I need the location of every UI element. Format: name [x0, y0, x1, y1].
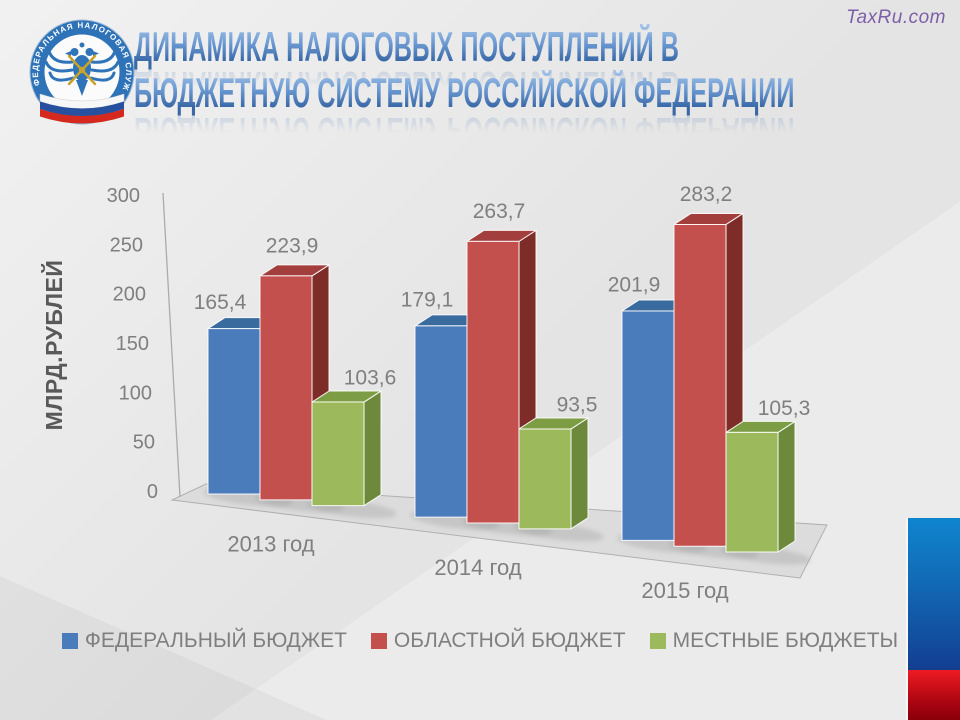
y-axis-title: МЛРД.РУБЛЕЙ: [40, 260, 67, 431]
eagle-icon: [44, 49, 120, 82]
bar-series0-cat1-front: [414, 325, 468, 518]
category-label: 2014 год: [434, 555, 521, 580]
category-label: 2015 год: [641, 578, 728, 603]
flag-blue-segment: [908, 518, 960, 670]
bar-series2-cat0-front: [311, 401, 365, 507]
bar-series2-cat0-side: [363, 390, 382, 507]
legend-item-federal-budget: ФЕДЕРАЛЬНЫЙ БЮДЖЕТ: [61, 629, 347, 653]
legend-item-regional-budget: ОБЛАСТНОЙ БЮДЖЕТ: [370, 629, 626, 653]
bar-series2-cat1-front: [518, 428, 572, 530]
bar-value-label: 103,6: [344, 367, 397, 390]
bar-value-label: 165,4: [194, 291, 247, 314]
legend-label-federal: ФЕДЕРАЛЬНЫЙ БЮДЖЕТ: [84, 629, 347, 652]
bar-series2-cat1-side: [570, 417, 589, 530]
bar-series2-cat2-front: [725, 431, 779, 553]
legend-swatch-regional: [370, 633, 387, 649]
legend-label-regional: ОБЛАСТНОЙ БЮДЖЕТ: [393, 629, 626, 652]
y-axis-line: [162, 192, 181, 498]
bar-value-label: 283,2: [680, 183, 733, 206]
y-tick-label: 300: [107, 185, 140, 207]
bar-series1-cat2-front: [673, 223, 727, 547]
y-tick-label: 50: [133, 432, 155, 454]
chart-legend: ФЕДЕРАЛЬНЫЙ БЮДЖЕТ ОБЛАСТНОЙ БЮДЖЕТ МЕСТ…: [0, 629, 960, 653]
flag-red-segment: [908, 670, 960, 720]
bar-value-label: 93,5: [557, 393, 598, 416]
bar-series1-cat0-front: [259, 275, 313, 501]
fns-logo: ФЕДЕРАЛЬНАЯ НАЛОГОВАЯ СЛУЖБА: [22, 10, 135, 125]
slide-title: ДИНАМИКА НАЛОГОВЫХ ПОСТУПЛЕНИЙ В БЮДЖЕТН…: [134, 24, 795, 116]
bar-value-label: 179,1: [401, 288, 454, 311]
bar-value-label: 223,9: [266, 234, 319, 257]
bar-value-label: 105,3: [758, 397, 811, 420]
bar-series2-cat2-side: [777, 420, 796, 553]
tricolor-ribbon: [39, 93, 125, 124]
y-tick-label: 100: [119, 382, 152, 404]
bar-value-label: 201,9: [608, 274, 661, 297]
legend-swatch-local: [649, 633, 666, 649]
watermark-taxru: TaxRu.com: [846, 7, 946, 28]
y-tick-label: 200: [113, 284, 146, 306]
slide-title-line1: ДИНАМИКА НАЛОГОВЫХ ПОСТУПЛЕНИЙ В: [134, 24, 795, 70]
slide-title-line2: БЮДЖЕТНУЮ СИСТЕМУ РОССИЙСКОЙ ФЕДЕРАЦИИ: [134, 70, 795, 116]
legend-item-local-budgets: МЕСТНЫЕ БЮДЖЕТЫ: [649, 629, 899, 653]
caduceus-icon: [67, 54, 97, 86]
bar-series0-cat2-front: [621, 310, 675, 541]
y-tick-label: 0: [147, 481, 158, 503]
legend-swatch-federal: [61, 633, 78, 649]
bar-series1-cat1-front: [466, 240, 520, 524]
bar-value-label: 263,7: [473, 200, 526, 223]
y-tick-label: 150: [116, 333, 149, 355]
flag-ribbon-decor: [908, 518, 960, 720]
legend-label-local: МЕСТНЫЕ БЮДЖЕТЫ: [672, 629, 899, 652]
category-label: 2013 год: [227, 532, 314, 557]
y-tick-label: 250: [110, 234, 143, 256]
bar-series0-cat0-front: [207, 328, 261, 495]
